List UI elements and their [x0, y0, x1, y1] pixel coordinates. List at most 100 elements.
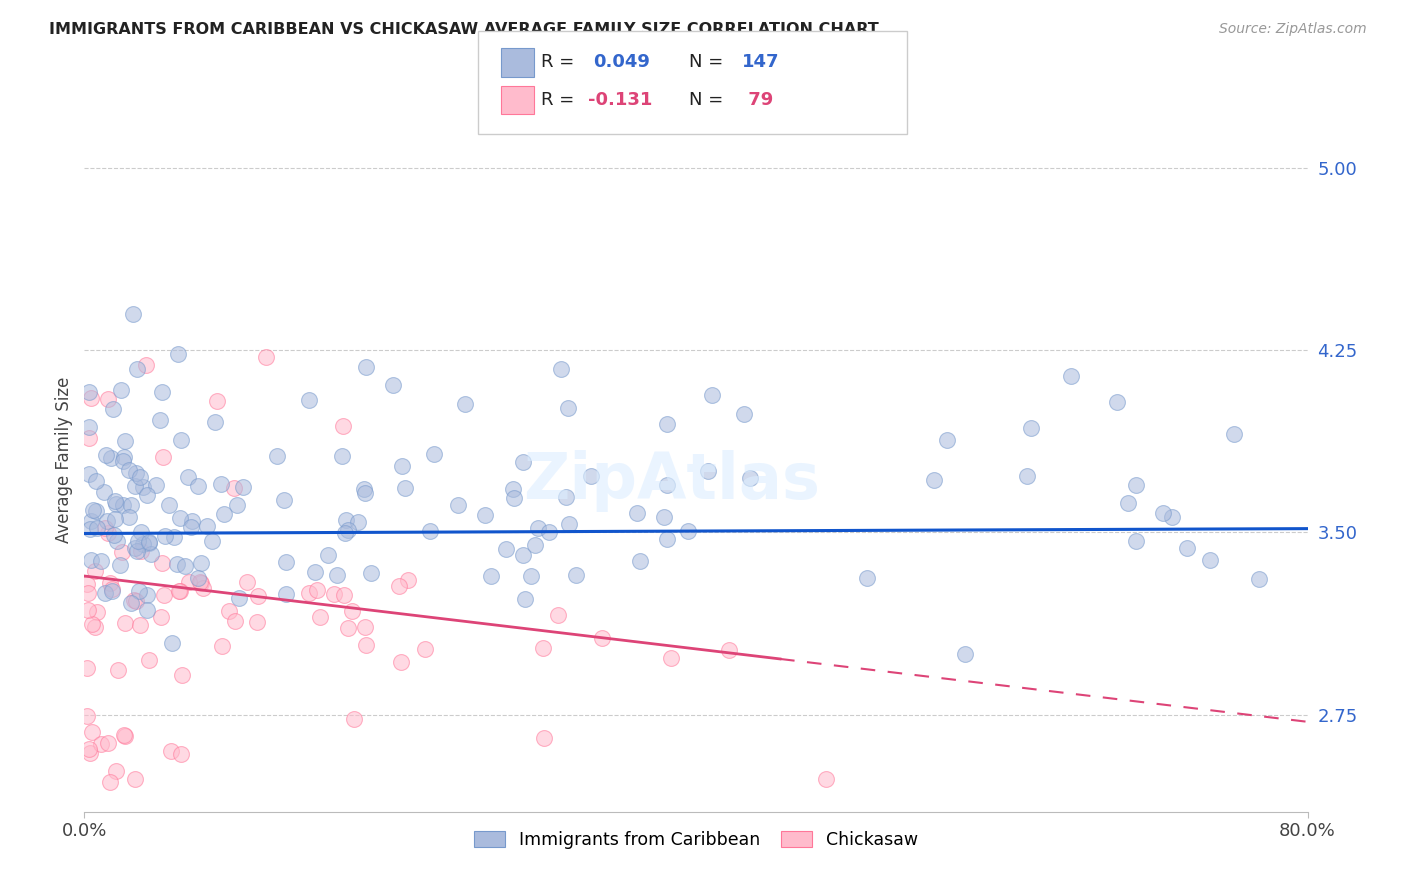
Point: [149, 609, 172, 624]
Point: [343, 712, 366, 726]
Point: [396, 573, 419, 587]
Point: [335, 513, 357, 527]
Point: [101, 401, 124, 416]
Point: [733, 407, 755, 421]
Point: [80, 725, 103, 739]
Point: [655, 532, 678, 546]
Text: N =: N =: [689, 91, 728, 109]
Point: [96, 514, 118, 528]
Point: [247, 589, 270, 603]
Point: [173, 558, 195, 573]
Point: [131, 536, 153, 550]
Point: [814, 772, 837, 787]
Point: [105, 497, 128, 511]
Point: [79, 514, 101, 528]
Point: [273, 492, 295, 507]
Point: [304, 565, 326, 579]
Point: [676, 524, 699, 538]
Point: [628, 553, 651, 567]
Point: [170, 668, 193, 682]
Point: [1107, 395, 1129, 409]
Point: [856, 571, 879, 585]
Point: [422, 447, 444, 461]
Point: [555, 490, 578, 504]
Point: [84, 475, 107, 489]
Point: [211, 640, 233, 654]
Point: [129, 470, 152, 484]
Point: [190, 576, 212, 591]
Point: [77, 384, 100, 399]
Point: [626, 507, 648, 521]
Point: [101, 582, 124, 596]
Point: [112, 728, 135, 742]
Point: [124, 479, 146, 493]
Point: [232, 480, 254, 494]
Point: [129, 618, 152, 632]
Point: [170, 434, 193, 448]
Point: [120, 499, 142, 513]
Text: 0.049: 0.049: [593, 53, 650, 70]
Point: [76, 576, 98, 591]
Point: [181, 514, 204, 528]
Point: [125, 594, 148, 608]
Point: [104, 512, 127, 526]
Point: [347, 515, 370, 529]
Point: [188, 574, 211, 589]
Point: [129, 544, 152, 558]
Point: [98, 576, 121, 591]
Point: [1161, 509, 1184, 524]
Point: [1153, 507, 1175, 521]
Point: [447, 498, 470, 512]
Point: [77, 742, 100, 756]
Point: [533, 731, 555, 746]
Point: [153, 588, 176, 602]
Point: [120, 596, 142, 610]
Point: [163, 530, 186, 544]
Point: [190, 556, 212, 570]
Point: [77, 467, 100, 481]
Text: -0.131: -0.131: [588, 91, 652, 109]
Point: [157, 498, 180, 512]
Point: [145, 477, 167, 491]
Point: [80, 617, 103, 632]
Text: R =: R =: [541, 53, 581, 70]
Point: [166, 557, 188, 571]
Point: [579, 469, 602, 483]
Point: [717, 642, 740, 657]
Point: [1199, 552, 1222, 566]
Point: [1015, 468, 1038, 483]
Point: [167, 347, 190, 361]
Point: [353, 620, 375, 634]
Point: [207, 393, 229, 408]
Point: [129, 525, 152, 540]
Point: [160, 635, 183, 649]
Point: [419, 524, 441, 539]
Point: [100, 583, 122, 598]
Point: [308, 610, 330, 624]
Point: [204, 415, 226, 429]
Point: [98, 774, 121, 789]
Text: 79: 79: [742, 91, 773, 109]
Point: [413, 641, 436, 656]
Point: [246, 615, 269, 629]
Point: [512, 548, 534, 562]
Point: [652, 510, 675, 524]
Point: [82, 502, 104, 516]
Point: [122, 592, 145, 607]
Point: [118, 462, 141, 476]
Point: [86, 521, 108, 535]
Point: [298, 393, 321, 408]
Point: [79, 746, 101, 760]
Point: [333, 525, 356, 540]
Point: [177, 470, 200, 484]
Point: [547, 608, 569, 623]
Point: [276, 555, 298, 569]
Point: [135, 603, 157, 617]
Point: [77, 586, 100, 600]
Point: [177, 574, 200, 589]
Point: [103, 528, 125, 542]
Point: [79, 522, 101, 536]
Point: [114, 434, 136, 449]
Point: [1175, 541, 1198, 555]
Point: [922, 473, 945, 487]
